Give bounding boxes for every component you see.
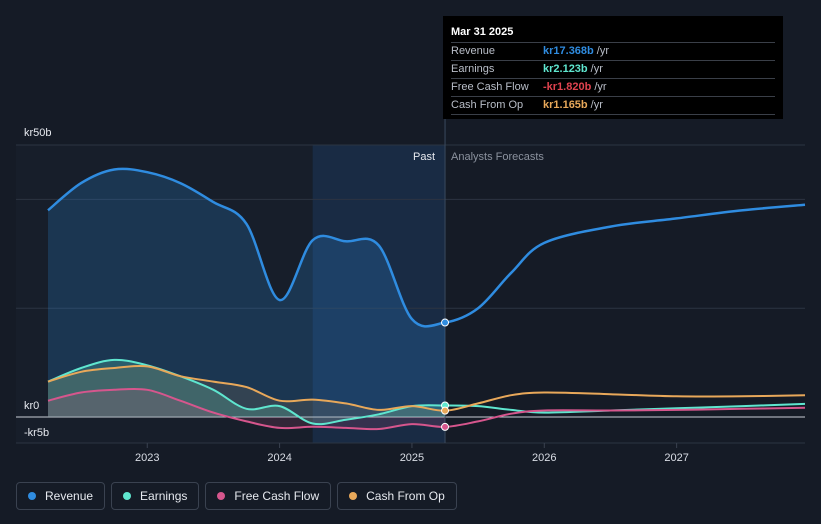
y-axis-bottom-label: -kr5b: [24, 427, 49, 439]
legend-item-free-cash-flow[interactable]: Free Cash Flow: [205, 482, 332, 510]
tooltip-row-revenue: Revenue kr17.368b /yr: [451, 43, 775, 61]
x-tick-label: 2027: [664, 452, 688, 464]
y-axis-zero-label: kr0: [24, 400, 39, 412]
x-tick-label: 2025: [400, 452, 424, 464]
marker-layer: [441, 318, 450, 431]
legend-item-earnings[interactable]: Earnings: [111, 482, 200, 510]
free-cash-flow-marker: [441, 422, 450, 431]
x-tick-label: 2026: [532, 452, 556, 464]
tooltip: Mar 31 2025 Revenue kr17.368b /yr Earnin…: [443, 16, 783, 119]
tooltip-unit: /yr: [594, 81, 607, 93]
tooltip-row-earnings: Earnings kr2.123b /yr: [451, 61, 775, 79]
legend-label: Free Cash Flow: [234, 489, 320, 503]
line-layer: [47, 167, 806, 431]
tooltip-unit: /yr: [590, 99, 603, 111]
free-cash-flow-series-line: [47, 387, 806, 431]
revenue-series-line: [47, 167, 806, 328]
legend-dot-icon: [349, 492, 358, 500]
legend-item-revenue[interactable]: Revenue: [16, 482, 106, 510]
tooltip-label: Earnings: [451, 63, 495, 75]
tooltip-unit: /yr: [596, 45, 609, 57]
tooltip-date: Mar 31 2025: [451, 22, 775, 43]
tooltip-label: Cash From Op: [451, 99, 524, 111]
tooltip-unit: /yr: [590, 63, 603, 75]
past-region-highlight: [312, 145, 446, 443]
axis-label-layer: kr50b kr0 -kr5b Past Analysts Forecasts: [24, 127, 544, 439]
past-shade-layer: [16, 145, 446, 443]
x-tick-label: 2023: [135, 452, 159, 464]
tooltip-row-cash-from-op: Cash From Op kr1.165b /yr: [451, 97, 775, 115]
legend-dot-icon: [123, 492, 132, 500]
cash-from-op-marker: [441, 406, 450, 415]
past-label: Past: [413, 151, 435, 163]
tooltip-value: -kr1.820b: [543, 81, 592, 93]
legend-label: Cash From Op: [366, 489, 445, 503]
x-tick-layer: 2023 2024 2025 2026 2027: [135, 443, 689, 464]
y-axis-top-label: kr50b: [24, 127, 52, 139]
earnings-area: [48, 359, 445, 425]
forecast-label: Analysts Forecasts: [451, 151, 544, 163]
tooltip-label: Free Cash Flow: [451, 81, 529, 93]
legend-dot-icon: [217, 492, 226, 500]
tooltip-value: kr2.123b: [543, 63, 588, 75]
x-tick-label: 2024: [267, 452, 291, 464]
revenue-marker: [441, 318, 450, 327]
tooltip-value: kr17.368b: [543, 45, 594, 57]
legend-label: Earnings: [140, 489, 188, 503]
cash-from-op-series-line: [47, 364, 806, 412]
legend-label: Revenue: [45, 489, 94, 503]
tooltip-label: Revenue: [451, 45, 496, 57]
revenue-area: [48, 168, 445, 417]
legend: Revenue Earnings Free Cash Flow Cash Fro…: [16, 482, 457, 510]
tooltip-row-free-cash-flow: Free Cash Flow -kr1.820b /yr: [451, 79, 775, 97]
legend-dot-icon: [28, 492, 36, 500]
legend-item-cash-from-op[interactable]: Cash From Op: [337, 482, 457, 510]
tooltip-value: kr1.165b: [543, 99, 588, 111]
